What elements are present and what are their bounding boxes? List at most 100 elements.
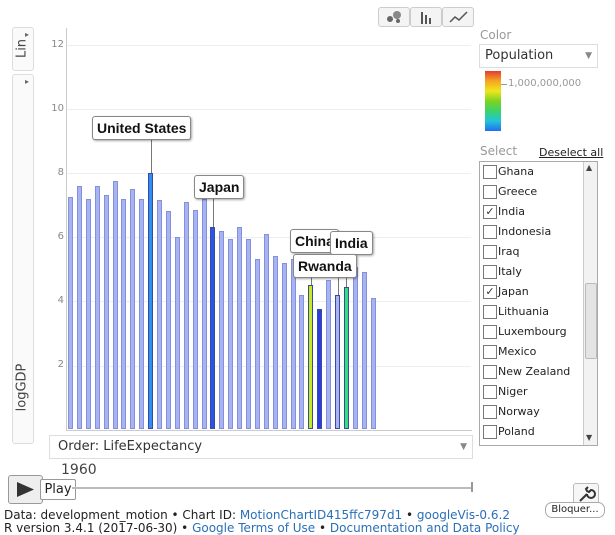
line-chart-button[interactable] <box>442 7 474 27</box>
scroll-down-icon[interactable]: ▼ <box>586 433 593 442</box>
bar[interactable] <box>148 173 154 429</box>
bar[interactable] <box>183 201 189 429</box>
footer-r-version: R version 3.4.1 (2017-06-30) • <box>4 521 193 535</box>
bar-chart-button[interactable] <box>410 7 442 27</box>
order-dropdown[interactable]: Order: LifeExpectancy ▼ <box>49 435 473 459</box>
bar-label[interactable]: Rwanda <box>293 254 357 278</box>
deselect-all-link[interactable]: Deselect all <box>539 146 604 159</box>
bar[interactable] <box>237 227 243 429</box>
plot-area[interactable] <box>66 28 472 431</box>
country-checkbox[interactable]: ✓ <box>483 205 497 219</box>
country-item[interactable]: Greece <box>480 182 582 202</box>
footer-separator: • <box>402 508 417 522</box>
chart-id-link[interactable]: MotionChartID415ffc797d1 <box>239 508 403 522</box>
country-checkbox[interactable] <box>483 385 497 399</box>
bar[interactable] <box>210 227 216 429</box>
bar[interactable] <box>157 200 162 429</box>
scrollbar[interactable]: ▲ ▼ <box>583 162 597 445</box>
country-item[interactable]: Lithuania <box>480 302 582 322</box>
bar[interactable] <box>192 209 198 429</box>
slider-end-tick <box>471 482 473 492</box>
country-item[interactable]: ✓ India <box>480 202 582 222</box>
bar[interactable] <box>352 267 358 429</box>
chevron-down-icon: ▼ <box>585 51 592 61</box>
bar[interactable] <box>361 272 367 429</box>
country-checkbox[interactable] <box>483 345 497 359</box>
bar[interactable] <box>272 256 278 429</box>
bar[interactable] <box>174 237 180 429</box>
country-checkbox[interactable] <box>483 405 497 419</box>
docs-link[interactable]: Documentation and Data Policy <box>329 521 520 535</box>
country-list[interactable]: Ghana Greece ✓ India Indonesia Iraq Italy ✓ Japa… <box>479 161 598 446</box>
country-checkbox[interactable] <box>483 365 497 379</box>
bar[interactable] <box>94 185 100 429</box>
country-item[interactable]: Ghana <box>480 162 582 182</box>
country-label: Italy <box>498 265 522 278</box>
bar[interactable] <box>219 230 225 429</box>
bar[interactable] <box>103 195 109 429</box>
color-dropdown[interactable]: Population ▼ <box>479 44 598 68</box>
scroll-thumb[interactable] <box>585 283 597 359</box>
country-item[interactable]: ✓ Japan <box>480 282 582 302</box>
country-item[interactable]: Iraq <box>480 242 582 262</box>
bar[interactable] <box>281 262 287 429</box>
country-checkbox[interactable] <box>483 425 497 439</box>
bar-chart-icon <box>421 12 431 24</box>
select-label: Select <box>480 144 518 158</box>
bubble-chart-button[interactable] <box>378 7 410 27</box>
terms-link[interactable]: Google Terms of Use <box>192 521 316 535</box>
scroll-up-icon[interactable]: ▲ <box>586 163 593 172</box>
country-item[interactable]: Norway <box>480 402 582 422</box>
bar[interactable] <box>335 294 340 429</box>
country-item[interactable]: Luxembourg <box>480 322 582 342</box>
country-checkbox[interactable]: ✓ <box>483 285 497 299</box>
bar[interactable] <box>121 198 127 429</box>
country-checkbox[interactable] <box>483 245 497 259</box>
bar[interactable] <box>299 294 305 429</box>
bar-label[interactable]: United States <box>92 116 192 140</box>
blocker-badge[interactable]: Bloquer... <box>545 502 605 518</box>
country-item[interactable]: Poland <box>480 422 582 442</box>
bar-label[interactable]: India <box>330 231 373 255</box>
bar[interactable] <box>201 198 207 429</box>
country-checkbox[interactable] <box>483 185 497 199</box>
country-checkbox[interactable] <box>483 305 497 319</box>
country-item[interactable]: Italy <box>480 262 582 282</box>
bar[interactable] <box>290 259 296 429</box>
bar[interactable] <box>130 189 136 429</box>
bar[interactable] <box>139 198 145 429</box>
bar[interactable] <box>228 238 234 429</box>
footer-data-text: Data: development_motion • Chart ID: <box>4 508 240 522</box>
play-label[interactable]: Play <box>40 479 76 500</box>
country-checkbox[interactable] <box>483 165 497 179</box>
y-axis-selector[interactable]: ▸ logGDP <box>12 74 34 444</box>
bar[interactable] <box>165 211 171 429</box>
country-checkbox[interactable] <box>483 225 497 239</box>
bar[interactable] <box>308 285 314 429</box>
bar[interactable] <box>343 286 349 429</box>
bar[interactable] <box>370 297 376 429</box>
bar[interactable] <box>326 280 332 429</box>
play-button[interactable] <box>8 475 43 504</box>
country-checkbox[interactable] <box>483 265 497 279</box>
bar[interactable] <box>317 309 323 429</box>
country-item[interactable]: Indonesia <box>480 222 582 242</box>
bar-label[interactable]: Japan <box>194 175 245 199</box>
color-legend-gradient <box>485 71 501 131</box>
bar[interactable] <box>85 198 91 429</box>
y-scale-button[interactable]: ▸ Lin <box>12 27 34 71</box>
time-slider[interactable] <box>72 487 472 489</box>
googlevis-link[interactable]: googleVis-0.6.2 <box>416 508 510 522</box>
country-item[interactable]: Mexico <box>480 342 582 362</box>
bar[interactable] <box>254 259 260 429</box>
bar[interactable] <box>112 181 118 429</box>
legend-tick <box>501 84 507 85</box>
country-item[interactable]: New Zealand <box>480 362 582 382</box>
bar[interactable] <box>246 238 251 429</box>
bar[interactable] <box>263 233 269 429</box>
country-checkbox[interactable] <box>483 325 497 339</box>
bar[interactable] <box>76 185 82 429</box>
footer-line-2: R version 3.4.1 (2017-06-30) • Google Te… <box>4 521 520 535</box>
country-item[interactable]: Niger <box>480 382 582 402</box>
bar[interactable] <box>68 197 73 429</box>
